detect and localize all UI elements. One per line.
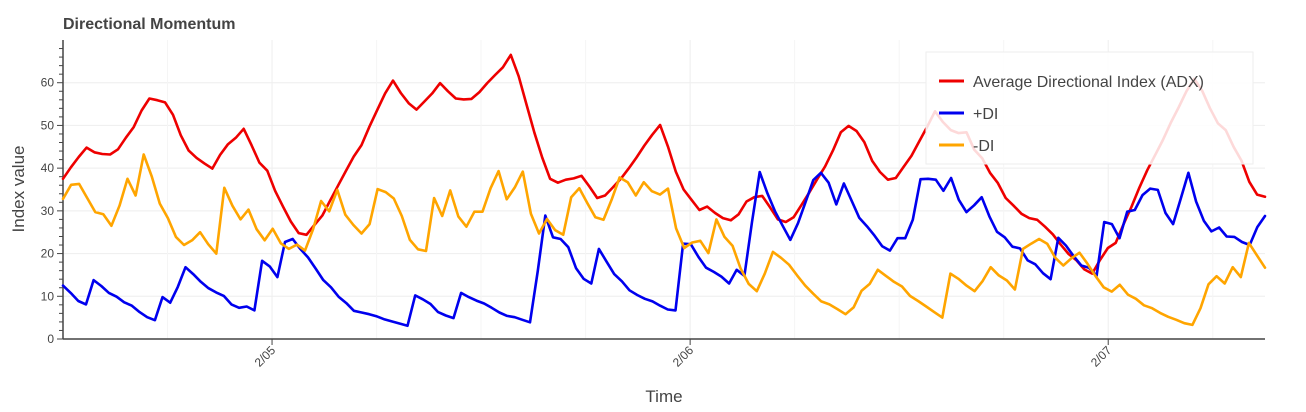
- y-tick-label-60: 60: [41, 76, 55, 90]
- chart-title: Directional Momentum: [63, 16, 235, 33]
- series-line-1: [61, 170, 1267, 328]
- y-tick-label-30: 30: [41, 204, 55, 218]
- legend-box: [925, 51, 1254, 165]
- legend-label-0[interactable]: Average Directional Index (ADX): [973, 74, 1204, 91]
- y-tick-label-50: 50: [41, 118, 55, 132]
- series-line-2: [61, 153, 1267, 327]
- x-axis-title: Time: [645, 387, 682, 406]
- y-tick-label-20: 20: [41, 247, 55, 261]
- series-lines: [61, 53, 1267, 328]
- y-tick-label-10: 10: [41, 289, 55, 303]
- legend[interactable]: Average Directional Index (ADX) +DI -DI: [925, 51, 1254, 165]
- series-line-0: [61, 53, 1267, 275]
- y-axis-title: Index value: [9, 146, 28, 233]
- legend-label-2[interactable]: -DI: [973, 138, 994, 155]
- legend-label-1[interactable]: +DI: [973, 106, 998, 123]
- y-tick-label-40: 40: [41, 161, 55, 175]
- y-tick-label-0: 0: [47, 332, 54, 346]
